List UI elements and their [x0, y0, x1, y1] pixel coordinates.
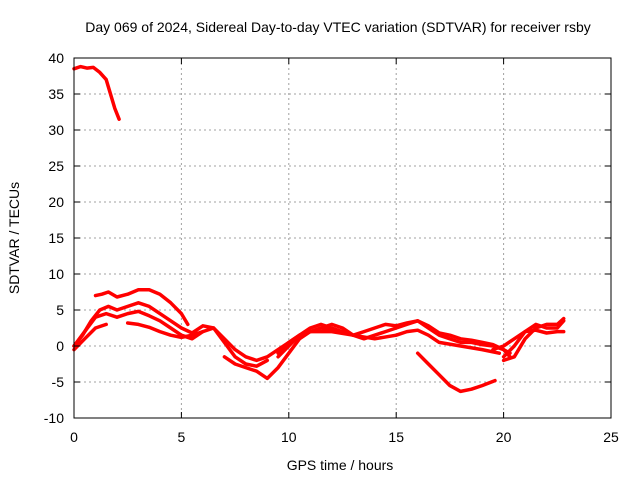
x-tick-label: 5 [178, 429, 186, 445]
series-line-sat-h [276, 328, 502, 359]
y-tick-label: 30 [48, 122, 64, 138]
y-tick-label: 15 [48, 230, 64, 246]
series-line-sat-high [72, 64, 121, 121]
x-tick-label: 0 [70, 429, 78, 445]
y-tick-label: 35 [48, 86, 64, 102]
y-tick-label: 20 [48, 194, 64, 210]
y-tick-label: 0 [56, 338, 64, 354]
y-tick-label: 10 [48, 266, 64, 282]
series-line-sat-i [415, 351, 497, 394]
y-tick-label: 25 [48, 158, 64, 174]
y-axis-title: SDTVAR / TECUs [6, 182, 22, 294]
series-line-sat-e [72, 322, 108, 352]
chart-title: Day 069 of 2024, Sidereal Day-to-day VTE… [85, 19, 591, 35]
x-tick-label: 20 [496, 429, 512, 445]
series-line-sat-c [72, 309, 270, 368]
x-axis-title: GPS time / hours [287, 457, 394, 473]
series-line-sat-g [276, 319, 512, 355]
x-tick-label: 10 [281, 429, 297, 445]
series-group [72, 64, 566, 394]
y-tick-label: -5 [52, 374, 65, 390]
series-line-sat-k [491, 328, 566, 352]
series-line-sat-a [93, 288, 190, 327]
y-tick-label: 40 [48, 50, 64, 66]
y-tick-label: 5 [56, 302, 64, 318]
series-line-sat-j [501, 319, 566, 359]
x-axis-ticks: 0 5 10 15 20 25 [70, 58, 619, 445]
y-tick-label: -10 [44, 410, 64, 426]
x-tick-label: 15 [388, 429, 404, 445]
x-tick-label: 25 [603, 429, 619, 445]
series-line-sat-d [125, 321, 205, 340]
series-line-sat-l [501, 316, 566, 363]
y-axis-ticks: -10 -5 0 5 10 15 20 25 30 35 40 [44, 50, 611, 426]
grid-lines [74, 58, 611, 418]
